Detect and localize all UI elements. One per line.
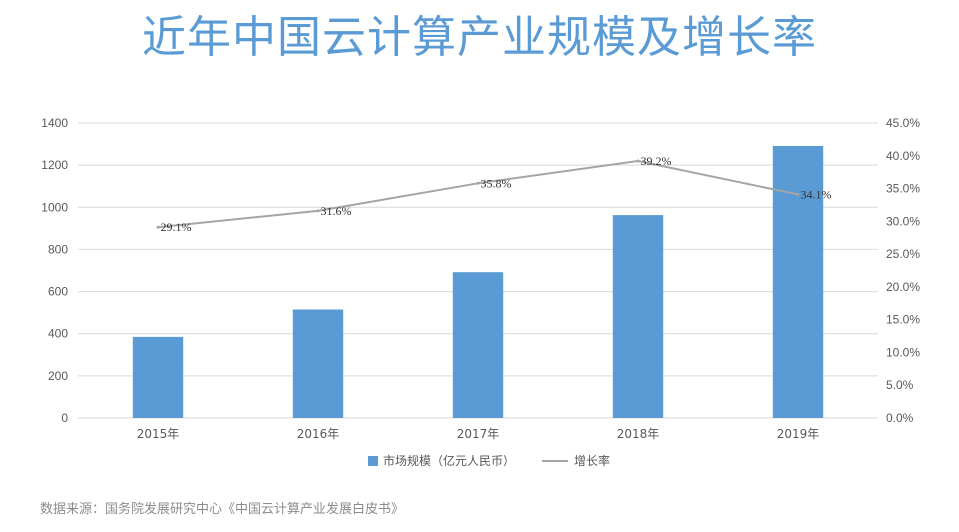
y-tick-label: 400 xyxy=(48,327,68,341)
x-tick-label: 2018年 xyxy=(617,427,660,441)
y-tick-label: 800 xyxy=(48,242,68,256)
bar-series xyxy=(132,145,824,419)
bar xyxy=(612,215,664,418)
y2-tick-label: 0.0% xyxy=(886,411,914,425)
bar xyxy=(132,336,184,418)
line-point xyxy=(636,159,640,163)
legend: 市场规模（亿元人民币） 增长率 xyxy=(368,453,610,468)
data-label: 34.1% xyxy=(801,187,832,201)
y2-tick-label: 10.0% xyxy=(886,345,920,359)
x-tick-label: 2015年 xyxy=(137,427,180,441)
legend-line-label: 增长率 xyxy=(574,453,610,468)
y2-tick-label: 40.0% xyxy=(886,149,920,163)
source-note: 数据来源：国务院发展研究中心《中国云计算产业发展白皮书》 xyxy=(40,502,405,517)
y-tick-label: 1400 xyxy=(41,116,68,130)
x-tick-label: 2017年 xyxy=(457,427,500,441)
bar xyxy=(452,272,504,418)
y-tick-label: 1200 xyxy=(41,158,68,172)
data-label: 35.8% xyxy=(481,176,512,190)
line-point xyxy=(316,209,320,213)
line-series: 29.1% 31.6% 35.8% 39.2% 34.1% xyxy=(156,154,832,234)
y-tick-label: 1000 xyxy=(41,200,68,214)
data-label: 29.1% xyxy=(161,220,192,234)
data-label: 31.6% xyxy=(321,204,352,218)
chart-title: 近年中国云计算产业规模及增长率 xyxy=(142,12,817,63)
x-tick-label: 2016年 xyxy=(297,427,340,441)
line-point xyxy=(156,225,160,229)
data-label: 39.2% xyxy=(641,154,672,168)
left-axis-ticks: 0 200 400 600 800 1000 1200 1400 xyxy=(41,116,68,425)
y2-tick-label: 25.0% xyxy=(886,247,920,261)
y-tick-label: 600 xyxy=(48,285,68,299)
x-tick-label: 2019年 xyxy=(777,427,820,441)
x-axis-ticks: 2015年 2016年 2017年 2018年 2019年 xyxy=(137,427,820,441)
legend-bar-label: 市场规模（亿元人民币） xyxy=(383,453,515,468)
y2-tick-label: 30.0% xyxy=(886,214,920,228)
line-point xyxy=(476,181,480,185)
y2-tick-label: 45.0% xyxy=(886,116,920,130)
legend-bar-swatch xyxy=(368,456,378,466)
y2-tick-label: 35.0% xyxy=(886,182,920,196)
y-tick-label: 200 xyxy=(48,369,68,383)
y2-tick-label: 20.0% xyxy=(886,280,920,294)
right-axis-ticks: 0.0% 5.0% 10.0% 15.0% 20.0% 25.0% 30.0% 35.0% 40… xyxy=(886,116,920,425)
bar xyxy=(292,309,344,418)
y2-tick-label: 15.0% xyxy=(886,313,920,327)
y2-tick-label: 5.0% xyxy=(886,378,914,392)
y-tick-label: 0 xyxy=(61,411,68,425)
growth-line xyxy=(157,160,799,229)
line-point xyxy=(796,192,800,196)
